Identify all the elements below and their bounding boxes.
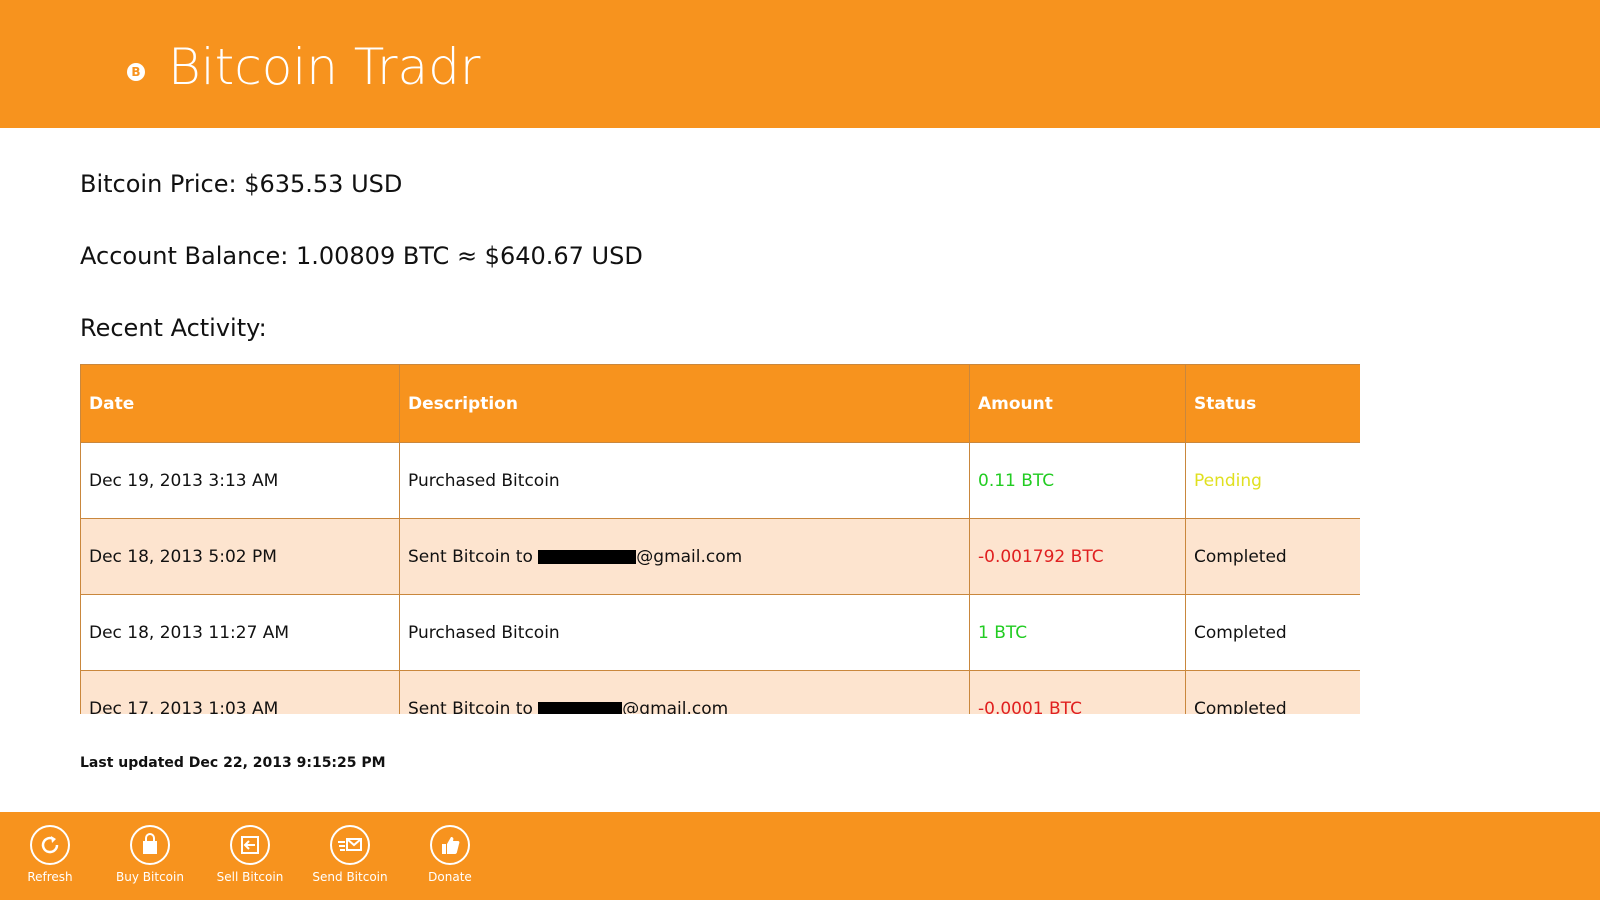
sell-button[interactable]: Sell Bitcoin [200, 824, 300, 884]
table: Date Description Amount Status Dec 19, 2… [80, 364, 1360, 714]
status: Pending [1185, 442, 1360, 519]
icon [430, 825, 470, 865]
icon [330, 825, 370, 865]
amount: 0.11 BTC [969, 442, 1186, 519]
header-cell: Status [1185, 364, 1360, 443]
button-label: Buy Bitcoin [116, 870, 184, 884]
date: Dec 17, 2013 1:03 AM [80, 670, 400, 714]
icon [30, 825, 70, 865]
header: B Bitcoin Tradr [0, 0, 1600, 128]
recipient-domain: @gmail.com [636, 546, 743, 567]
refresh-button[interactable]: Refresh [0, 824, 100, 884]
status: Completed [1185, 670, 1360, 714]
date: Dec 19, 2013 3:13 AM [80, 442, 400, 519]
send-button[interactable]: Send Bitcoin [300, 824, 400, 884]
row[interactable]: Dec 19, 2013 3:13 AM Purchased Bitcoin 0… [80, 442, 1360, 519]
status: Completed [1185, 518, 1360, 595]
activity-table: Date Description Amount Status Dec 19, 2… [80, 364, 1360, 714]
button-label: Sell Bitcoin [216, 870, 284, 884]
date: Dec 18, 2013 11:27 AM [80, 594, 400, 671]
activity-heading: Recent Activity: [80, 314, 267, 342]
redaction [538, 549, 637, 564]
header-row: Date Description Amount Status [80, 364, 1360, 443]
balance: Account Balance: 1.00809 BTC ≈ $640.67 U… [80, 242, 643, 270]
icon [230, 825, 270, 865]
description: Sent Bitcoin to [408, 698, 533, 715]
row[interactable]: Dec 17, 2013 1:03 AM Sent Bitcoin to @gm… [80, 670, 1360, 715]
button-label: Refresh [27, 870, 73, 884]
row[interactable]: Dec 18, 2013 5:02 PM Sent Bitcoin to @gm… [80, 518, 1360, 595]
svg-text:B: B [131, 65, 140, 79]
date: Dec 18, 2013 5:02 PM [80, 518, 400, 595]
recipient-domain: @gmail.com [622, 698, 729, 715]
description-cell: Sent Bitcoin to @gmail.com [399, 670, 970, 715]
header-cell: Date [80, 364, 400, 443]
button-label: Donate [428, 870, 472, 884]
description: Purchased Bitcoin [399, 442, 970, 519]
last-updated: Last updated Dec 22, 2013 9:15:25 PM [80, 755, 386, 771]
donate-button[interactable]: Donate [400, 824, 500, 884]
app-title: Bitcoin Tradr [168, 38, 481, 96]
description: Purchased Bitcoin [399, 594, 970, 671]
amount: -0.001792 BTC [969, 518, 1186, 595]
status: Completed [1185, 594, 1360, 671]
header-cell: Description [399, 364, 970, 443]
button-label: Send Bitcoin [312, 870, 388, 884]
amount: 1 BTC [969, 594, 1186, 671]
logo: B [127, 63, 145, 81]
price: Bitcoin Price: $635.53 USD [80, 170, 403, 198]
amount: -0.0001 BTC [969, 670, 1186, 714]
buy-button[interactable]: Buy Bitcoin [100, 824, 200, 884]
header-cell: Amount [969, 364, 1186, 443]
row[interactable]: Dec 18, 2013 11:27 AM Purchased Bitcoin … [80, 594, 1360, 671]
description: Sent Bitcoin to [408, 546, 533, 567]
description-cell: Sent Bitcoin to @gmail.com [399, 518, 970, 595]
icon [130, 825, 170, 865]
redaction [538, 701, 623, 714]
app-bar: Refresh Buy Bitcoin Sell Bitcoin Send Bi… [0, 812, 1600, 900]
